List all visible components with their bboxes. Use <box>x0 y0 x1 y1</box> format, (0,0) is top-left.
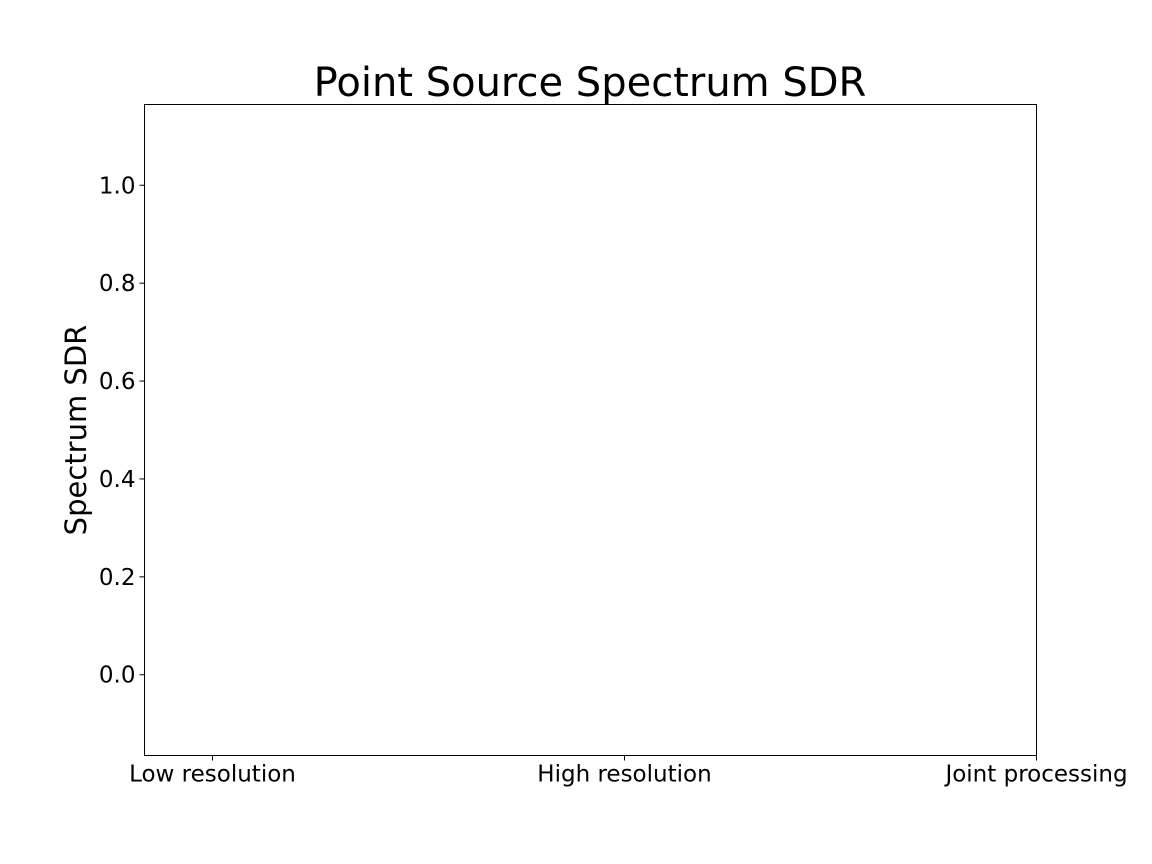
y-tick-label: 0.4 <box>99 467 136 493</box>
y-tick-label: 0.0 <box>99 663 136 689</box>
y-tick-label: 0.2 <box>99 565 136 591</box>
chart-title: Point Source Spectrum SDR <box>314 60 867 106</box>
y-axis-ticks: 0.0 0.2 0.4 0.6 0.8 1.0 <box>99 173 145 689</box>
y-tick-label: 1.0 <box>99 173 136 199</box>
x-tick-label: Low resolution <box>129 762 296 788</box>
plot-area <box>144 104 1037 756</box>
y-axis-label: Spectrum SDR <box>59 325 93 536</box>
y-tick-label: 0.8 <box>99 271 136 297</box>
x-axis-ticks: Low resolution High resolution Joint proce… <box>129 755 1128 788</box>
x-tick-label: High resolution <box>537 762 711 788</box>
x-tick-label: Joint processing <box>943 762 1127 788</box>
y-tick-label: 0.6 <box>99 369 136 395</box>
